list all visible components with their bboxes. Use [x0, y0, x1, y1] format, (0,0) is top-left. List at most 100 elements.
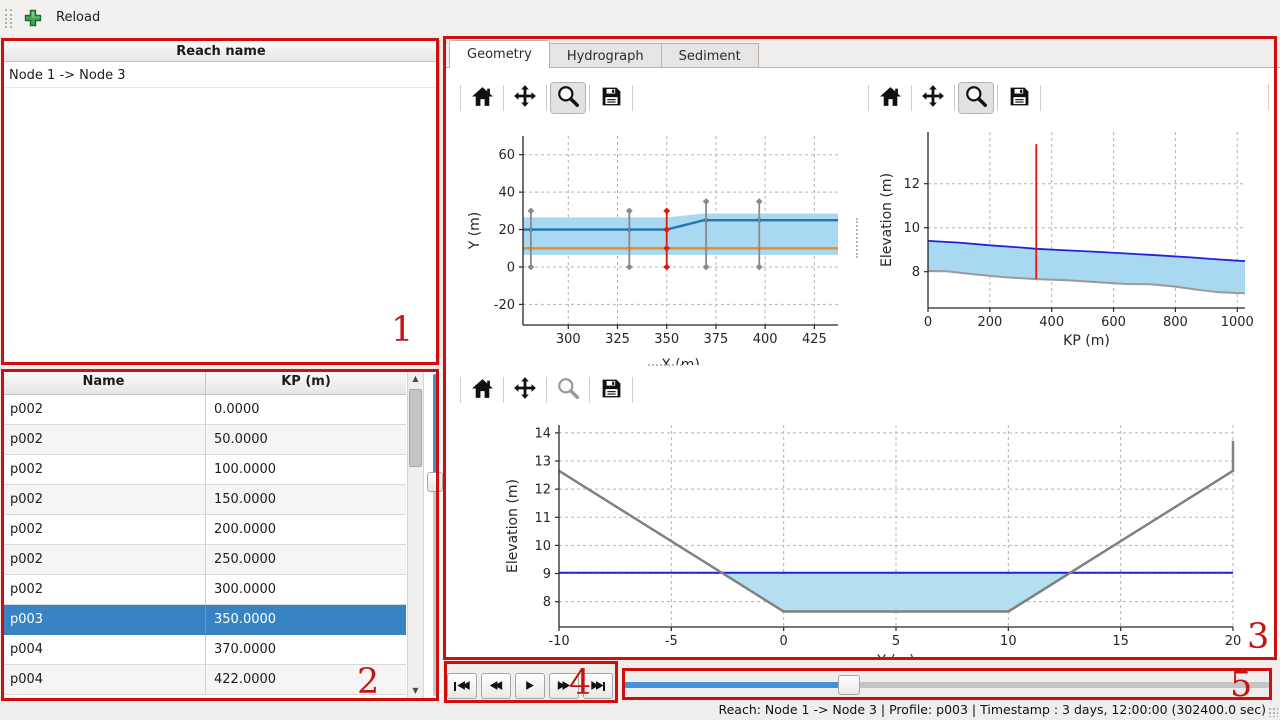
triangle-glyph: ◀◀ [489, 679, 502, 692]
svg-text:375: 375 [704, 332, 729, 347]
skip-start-icon: ◀◀ [454, 680, 470, 691]
svg-text:10: 10 [903, 221, 920, 236]
rewind-button[interactable]: ◀◀ [481, 673, 511, 699]
toolbar-grip[interactable] [5, 9, 12, 28]
profile-table-header: Name KP (m) [2, 370, 406, 395]
vslider-handle[interactable] [427, 472, 443, 492]
table-row[interactable]: p003 350.0000 [2, 605, 406, 635]
cell-name: p002 [2, 455, 206, 484]
toolbar-separator [954, 85, 955, 111]
svg-text:325: 325 [605, 332, 630, 347]
tab-hydrograph[interactable]: Hydrograph [549, 43, 662, 68]
toolbar-separator [460, 377, 461, 403]
time-slider[interactable] [622, 674, 1270, 696]
pan-button[interactable] [915, 82, 951, 114]
bar-glyph [454, 681, 457, 691]
home-button[interactable] [872, 82, 908, 114]
geometry-tab-content: 300 325 350 375 400 425 -20 0 20 40 60 X (m) Y (m) 0… [443, 68, 1280, 660]
svg-text:-10: -10 [548, 634, 569, 649]
save-icon [600, 377, 623, 404]
cell-kp: 200.0000 [214, 522, 277, 537]
table-row[interactable]: p002 150.0000 [2, 485, 406, 515]
skip-end-button[interactable]: ▶▶ [583, 673, 613, 699]
toolbar-separator [632, 85, 633, 111]
time-slider-handle[interactable] [838, 675, 860, 695]
fast-forward-button[interactable]: ▶▶ [549, 673, 579, 699]
table-row[interactable]: p002 250.0000 [2, 545, 406, 575]
zoom-button[interactable] [958, 82, 994, 114]
cell-name: p004 [2, 635, 206, 664]
profile-vertical-slider[interactable] [427, 370, 443, 700]
table-row[interactable]: p002 50.0000 [2, 425, 406, 455]
tab-sediment[interactable]: Sediment [661, 43, 759, 68]
svg-text:0: 0 [780, 634, 788, 649]
tab-geometry[interactable]: Geometry [449, 40, 550, 68]
zoom-button[interactable] [550, 374, 586, 406]
home-button[interactable] [464, 82, 500, 114]
kp-column-header[interactable]: KP (m) [281, 374, 331, 389]
play-button[interactable]: ▶ [515, 673, 545, 699]
play-icon: ▶ [526, 680, 534, 692]
table-scrollbar[interactable]: ▲ ▼ [407, 370, 424, 700]
vslider-track[interactable] [433, 374, 437, 696]
table-row[interactable]: p002 300.0000 [2, 575, 406, 605]
table-row[interactable]: p002 200.0000 [2, 515, 406, 545]
profile-panel: Name KP (m) p002 0.0000 p002 50.0000 p002 100… [2, 370, 443, 700]
toolbar-separator [503, 85, 504, 111]
reload-button[interactable]: Reload [56, 10, 101, 25]
home-button[interactable] [464, 374, 500, 406]
vertical-splitter-handle[interactable] [856, 218, 861, 258]
zoom-button[interactable] [550, 82, 586, 114]
reach-list-item[interactable]: Node 1 -> Node 3 [3, 63, 439, 88]
longitudinal-profile-chart[interactable]: 0 200 400 600 800 1000 8 10 12 KP (m) Elevation (m… [862, 118, 1280, 365]
svg-text:0: 0 [507, 260, 515, 275]
svg-text:11: 11 [534, 511, 551, 526]
save-button[interactable] [593, 374, 629, 406]
svg-text:-5: -5 [665, 634, 678, 649]
cell-name: p003 [2, 605, 206, 634]
svg-text:8: 8 [543, 595, 551, 610]
svg-text:400: 400 [1039, 315, 1064, 330]
cell-kp: 422.0000 [214, 672, 277, 687]
time-slider-fill [622, 682, 849, 688]
name-column-header[interactable]: Name [2, 370, 206, 394]
plan-toolbar [457, 81, 636, 115]
svg-text:13: 13 [534, 455, 551, 470]
resize-grip[interactable] [1268, 707, 1278, 717]
svg-text:15: 15 [1112, 634, 1129, 649]
skip-start-button[interactable]: ◀◀ [447, 673, 477, 699]
pan-button[interactable] [507, 374, 543, 406]
svg-text:20: 20 [1225, 634, 1242, 649]
cross-section-chart[interactable]: -10 -5 0 5 10 15 20 8 9 10 11 12 13 14 Y (m) Elevation … [443, 415, 1280, 660]
cross-section-toolbar [457, 373, 636, 407]
cell-kp: 250.0000 [214, 552, 277, 567]
app-toolbar: Reload [0, 0, 1280, 36]
home-icon [879, 85, 902, 112]
save-button[interactable] [1001, 82, 1037, 114]
table-row[interactable]: p002 0.0000 [2, 395, 406, 425]
table-row[interactable]: p004 370.0000 [2, 635, 406, 665]
toolbar-separator [589, 377, 590, 403]
save-button[interactable] [593, 82, 629, 114]
svg-text:KP (m): KP (m) [1063, 333, 1110, 349]
scroll-down-arrow-icon[interactable]: ▼ [412, 686, 419, 695]
profile-toolbar [865, 81, 1044, 115]
playback-controls: ◀◀ ◀◀ ▶ ▶▶ ▶▶ [447, 673, 613, 700]
toolbar-separator [1040, 85, 1041, 111]
table-scrollbar-thumb[interactable] [409, 389, 422, 467]
zoom-icon [556, 376, 580, 404]
pan-button[interactable] [507, 82, 543, 114]
fast-forward-icon: ▶▶ [558, 680, 570, 692]
cell-name: p002 [2, 485, 206, 514]
horizontal-splitter-handle[interactable] [648, 364, 682, 369]
scroll-up-arrow-icon[interactable]: ▲ [412, 374, 419, 383]
add-icon[interactable] [24, 9, 42, 27]
svg-text:20: 20 [498, 223, 515, 238]
table-row[interactable]: p004 422.0000 [2, 665, 406, 695]
reach-name-column-header[interactable]: Reach name [3, 41, 439, 62]
tab-bar: Geometry Hydrograph Sediment [449, 40, 1277, 68]
plan-view-chart[interactable]: 300 325 350 375 400 425 -20 0 20 40 60 X (m) Y (m) [448, 122, 858, 365]
svg-text:10: 10 [534, 539, 551, 554]
time-slider-track[interactable] [622, 682, 1270, 688]
table-row[interactable]: p002 100.0000 [2, 455, 406, 485]
